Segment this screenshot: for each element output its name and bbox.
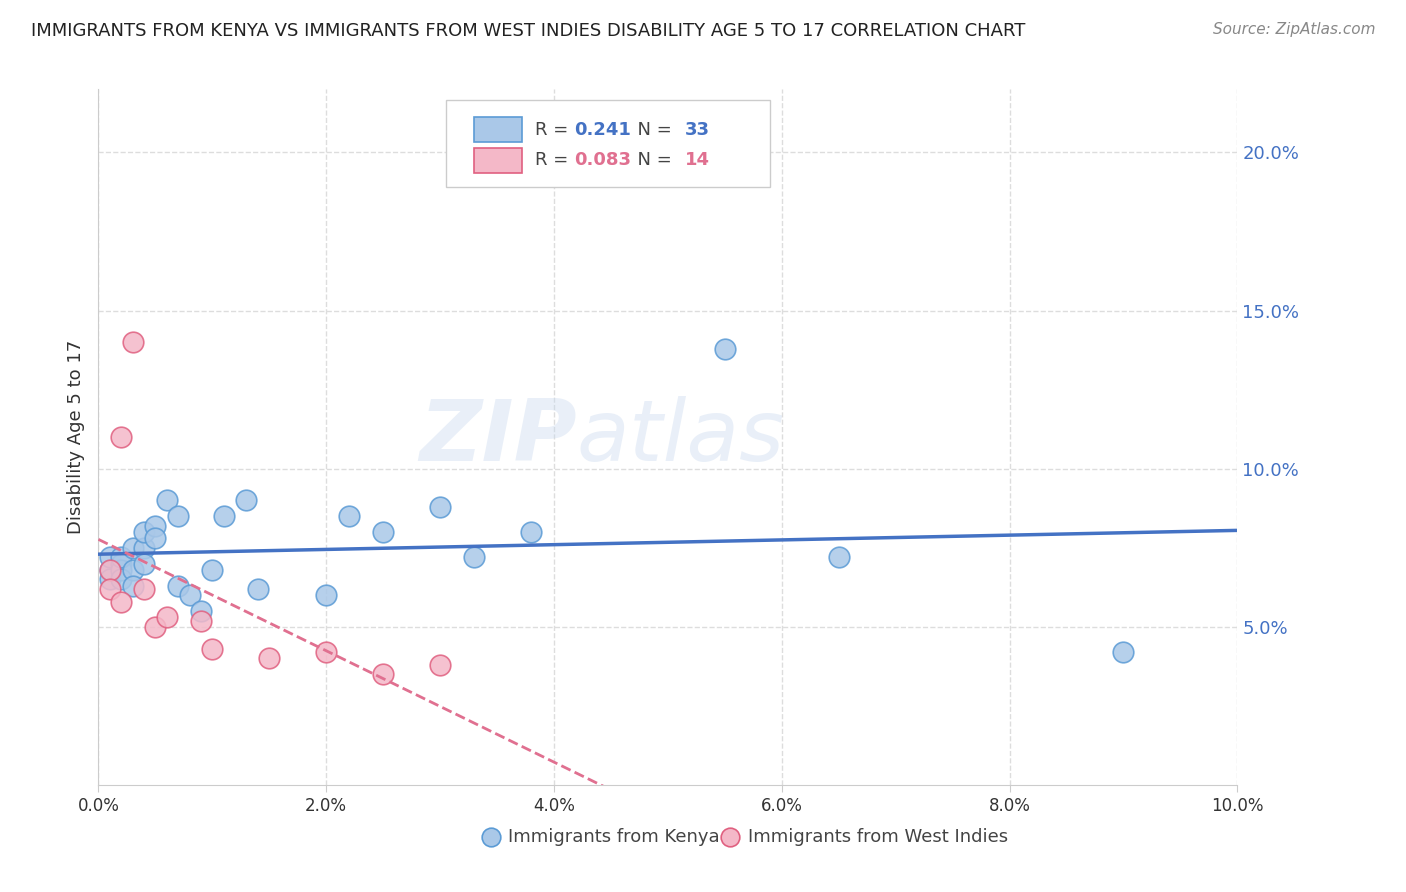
Point: [337, 509, 360, 524]
Point: [156, 493, 179, 508]
Y-axis label: Disability Age 5 to 17: Disability Age 5 to 17: [66, 340, 84, 534]
Text: R =: R =: [534, 120, 574, 138]
Point: [201, 563, 224, 577]
Point: [167, 579, 190, 593]
Point: [110, 557, 132, 571]
Point: [1112, 645, 1135, 659]
Text: 0.241: 0.241: [575, 120, 631, 138]
Point: [98, 573, 121, 587]
Point: [235, 493, 257, 508]
Point: [259, 651, 281, 665]
Point: [167, 509, 190, 524]
Text: Source: ZipAtlas.com: Source: ZipAtlas.com: [1212, 22, 1375, 37]
Point: [315, 645, 337, 659]
Point: [145, 531, 167, 545]
Point: [190, 604, 212, 618]
Point: [110, 594, 132, 608]
Point: [373, 667, 395, 681]
Text: 0.083: 0.083: [575, 151, 631, 169]
Text: N =: N =: [626, 151, 678, 169]
Text: Immigrants from West Indies: Immigrants from West Indies: [748, 828, 1008, 847]
Point: [121, 579, 143, 593]
Point: [110, 563, 132, 577]
Point: [315, 588, 337, 602]
Point: [132, 524, 155, 539]
Text: N =: N =: [626, 120, 678, 138]
FancyBboxPatch shape: [474, 117, 522, 142]
Point: [145, 620, 167, 634]
Point: [201, 642, 224, 657]
Text: R =: R =: [534, 151, 574, 169]
Point: [463, 550, 485, 565]
Text: 14: 14: [685, 151, 710, 169]
Point: [132, 557, 155, 571]
Point: [373, 524, 395, 539]
Point: [145, 518, 167, 533]
Text: 33: 33: [685, 120, 710, 138]
Point: [429, 657, 451, 672]
Point: [98, 563, 121, 577]
FancyBboxPatch shape: [446, 100, 770, 186]
Point: [714, 342, 737, 356]
Point: [190, 614, 212, 628]
Point: [98, 582, 121, 596]
Point: [121, 335, 143, 350]
Point: [246, 582, 269, 596]
Point: [156, 610, 179, 624]
Point: [110, 573, 132, 587]
Point: [212, 509, 235, 524]
Point: [98, 563, 121, 577]
Point: [132, 582, 155, 596]
FancyBboxPatch shape: [474, 148, 522, 173]
Point: [121, 563, 143, 577]
Point: [110, 430, 132, 444]
Text: Immigrants from Kenya: Immigrants from Kenya: [509, 828, 720, 847]
Point: [429, 500, 451, 514]
Text: ZIP: ZIP: [419, 395, 576, 479]
Point: [520, 524, 543, 539]
Point: [828, 550, 851, 565]
Text: IMMIGRANTS FROM KENYA VS IMMIGRANTS FROM WEST INDIES DISABILITY AGE 5 TO 17 CORR: IMMIGRANTS FROM KENYA VS IMMIGRANTS FROM…: [31, 22, 1025, 40]
Point: [110, 550, 132, 565]
Text: atlas: atlas: [576, 395, 785, 479]
Point: [98, 550, 121, 565]
Point: [121, 541, 143, 555]
Point: [132, 541, 155, 555]
Point: [179, 588, 201, 602]
